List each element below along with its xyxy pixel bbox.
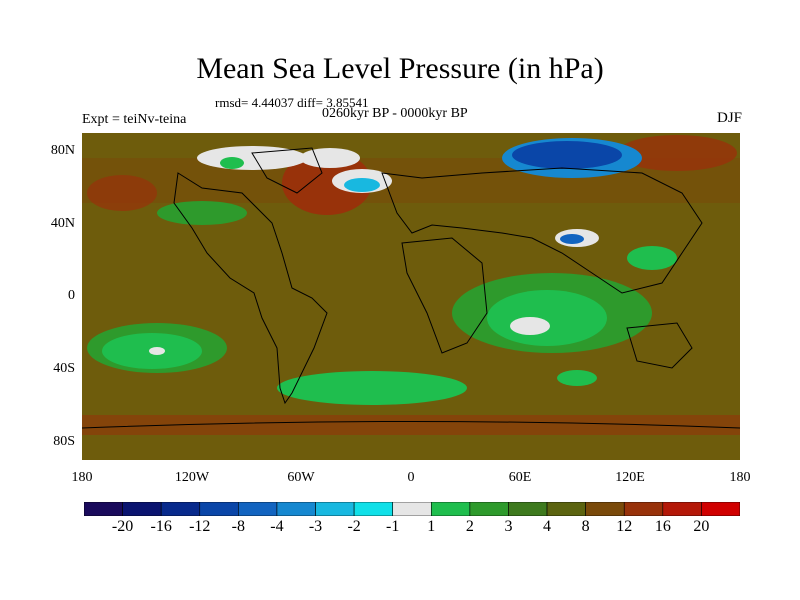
- legend-swatch: [276, 502, 316, 516]
- legend-label: 12: [616, 518, 633, 535]
- legend-swatch: [160, 502, 201, 516]
- season-label: DJF: [716, 110, 742, 126]
- legend-label: 16: [654, 518, 671, 535]
- lon-label: 0: [407, 470, 415, 485]
- lon-label: 180: [71, 470, 93, 485]
- legend-label: 1: [427, 518, 436, 535]
- legend-swatch: [508, 502, 548, 516]
- lat-label: 40N: [50, 216, 75, 231]
- lat-label: 80N: [50, 143, 75, 158]
- legend-swatch: [623, 502, 664, 516]
- color-legend: [84, 502, 740, 516]
- lat-label: 0: [68, 288, 75, 303]
- legend-label: -3: [308, 518, 323, 535]
- legend-swatch: [84, 502, 123, 516]
- legend-label: 20: [693, 518, 710, 535]
- legend-swatch: [701, 502, 740, 516]
- legend-swatch: [315, 502, 355, 516]
- legend-label: -16: [150, 518, 172, 535]
- lon-label: 60W: [287, 470, 315, 485]
- stats-text: rmsd= 4.44037 diff= 3.85541: [215, 95, 369, 110]
- legend-swatch: [469, 502, 509, 516]
- legend-swatch: [585, 502, 625, 516]
- legend-swatch: [238, 502, 278, 516]
- legend-swatch: [662, 502, 702, 516]
- lon-label: 180: [729, 470, 751, 485]
- lat-label: 40S: [53, 361, 75, 376]
- lon-label: 60E: [508, 470, 532, 485]
- experiment-label: Expt = teiNv-teina: [82, 112, 187, 127]
- legend-swatch: [430, 502, 471, 516]
- chart-title: Mean Sea Level Pressure (in hPa): [196, 52, 604, 85]
- lat-label: 80S: [53, 434, 75, 449]
- legend-label: -1: [386, 518, 400, 535]
- legend-swatch: [392, 502, 432, 516]
- legend-swatch: [546, 502, 586, 516]
- legend-label: 4: [543, 518, 552, 535]
- legend-label: -4: [270, 518, 284, 535]
- lon-label: 120W: [174, 470, 210, 485]
- legend-swatch: [353, 502, 394, 516]
- legend-label: -2: [347, 518, 361, 535]
- pressure-map: [82, 133, 740, 460]
- legend-swatch: [199, 502, 239, 516]
- legend-label: -20: [111, 518, 134, 535]
- period-text: 0260kyr BP - 0000kyr BP: [322, 106, 468, 121]
- legend-label: -8: [231, 518, 245, 535]
- legend-label: -12: [189, 518, 211, 535]
- legend-swatch: [122, 502, 162, 516]
- legend-label: 2: [465, 518, 474, 535]
- legend-label: 3: [504, 518, 513, 535]
- lon-label: 120E: [615, 470, 645, 485]
- legend-label: 8: [581, 518, 590, 535]
